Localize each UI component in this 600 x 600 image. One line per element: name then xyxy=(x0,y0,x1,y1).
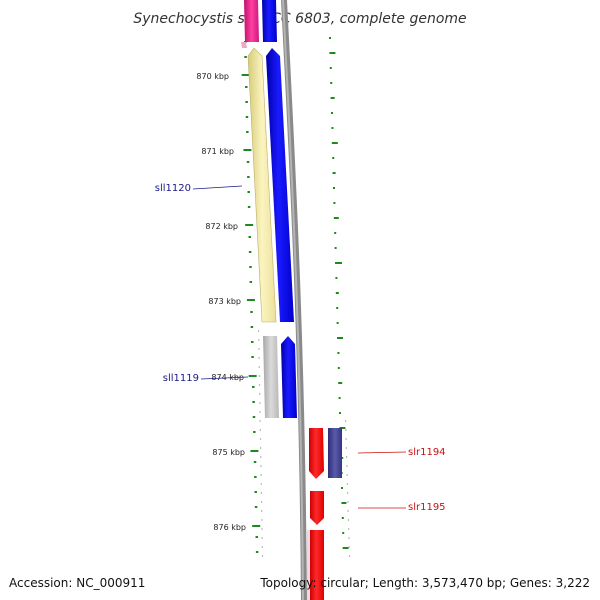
guide-dot xyxy=(346,474,348,476)
guide-dot xyxy=(347,510,349,512)
guide-dot xyxy=(258,357,260,359)
red-feature-slr1195 xyxy=(310,491,324,525)
ruler-label-876: 876 kbp xyxy=(213,523,246,532)
guide-dot xyxy=(345,447,347,449)
backbone-highlight xyxy=(282,0,304,600)
ruler-labels: 870 kbp 871 kbp 872 kbp 873 kbp 874 kbp … xyxy=(196,72,246,532)
blue-feature-1 xyxy=(266,48,294,322)
blue-top-feature xyxy=(262,0,277,42)
guide-dot xyxy=(348,537,350,539)
guide-dot xyxy=(259,393,261,395)
guide-dot xyxy=(345,420,347,422)
gene-label-slr1194[interactable]: slr1194 xyxy=(408,447,446,458)
guide-dot xyxy=(259,402,261,404)
navy-feature xyxy=(328,428,342,478)
yellow-feature-sll1120 xyxy=(247,47,277,323)
guide-dot xyxy=(261,510,263,512)
guide-dot xyxy=(260,456,262,458)
gene-label-sll1120[interactable]: sll1120 xyxy=(155,183,191,194)
guide-dot xyxy=(347,492,349,494)
blue-feature-2 xyxy=(281,336,297,418)
gray-feature-sll1119 xyxy=(263,336,279,418)
leader-sll1120 xyxy=(192,185,243,190)
guide-dot xyxy=(347,519,350,521)
guide-dot xyxy=(261,537,263,539)
gene-label-slr1195[interactable]: slr1195 xyxy=(408,502,446,513)
guide-dot xyxy=(346,465,348,467)
guide-dot xyxy=(261,555,264,557)
red-feature-slr1194 xyxy=(309,428,324,479)
ruler-label-870: 870 kbp xyxy=(196,72,229,81)
guide-dot xyxy=(348,528,350,530)
guide-dot xyxy=(261,519,263,521)
guide-dot xyxy=(259,429,261,431)
guide-dot xyxy=(347,501,349,503)
ruler-label-872: 872 kbp xyxy=(205,222,238,231)
guide-dot xyxy=(258,339,260,341)
dotted-guides xyxy=(258,330,351,557)
guide-dot xyxy=(259,420,261,422)
guide-dot xyxy=(258,384,261,386)
guide-dot xyxy=(260,474,262,476)
guide-dot xyxy=(345,429,347,431)
ruler-label-873: 873 kbp xyxy=(208,297,241,306)
ruler-ticks-left xyxy=(241,41,261,553)
red-feature-bottom xyxy=(310,530,324,600)
guide-dot xyxy=(260,492,263,494)
ruler-label-871: 871 kbp xyxy=(201,147,234,156)
leader-sll1119 xyxy=(200,376,249,380)
gene-label-sll1119[interactable]: sll1119 xyxy=(163,373,199,384)
guide-dot xyxy=(346,456,348,458)
guide-dot xyxy=(348,555,351,557)
pink-feature xyxy=(241,42,247,48)
backbone-line xyxy=(281,0,307,600)
guide-dot xyxy=(259,411,261,413)
guide-dot xyxy=(258,330,260,332)
pink-feature-bottom xyxy=(307,530,310,600)
guide-dot xyxy=(258,348,260,350)
guide-dot xyxy=(258,366,260,368)
guide-dot xyxy=(348,546,350,548)
guide-dot xyxy=(260,447,262,449)
guide-dot xyxy=(258,375,260,377)
magenta-feature xyxy=(244,0,259,42)
ruler-label-875: 875 kbp xyxy=(212,448,245,457)
guide-dot xyxy=(260,501,263,503)
map-title: Synechocystis sp. PCC 6803, complete gen… xyxy=(133,11,466,27)
guide-dot xyxy=(261,528,263,530)
guide-dot xyxy=(260,465,262,467)
guide-dot xyxy=(261,546,263,548)
guide-dot xyxy=(346,483,348,485)
accession-text: Accession: NC_000911 xyxy=(9,576,145,590)
leader-slr1194 xyxy=(357,451,407,454)
guide-dot xyxy=(345,438,347,440)
summary-text: Topology: circular; Length: 3,573,470 bp… xyxy=(259,576,590,590)
guide-dot xyxy=(260,483,262,485)
guide-dot xyxy=(259,438,262,440)
